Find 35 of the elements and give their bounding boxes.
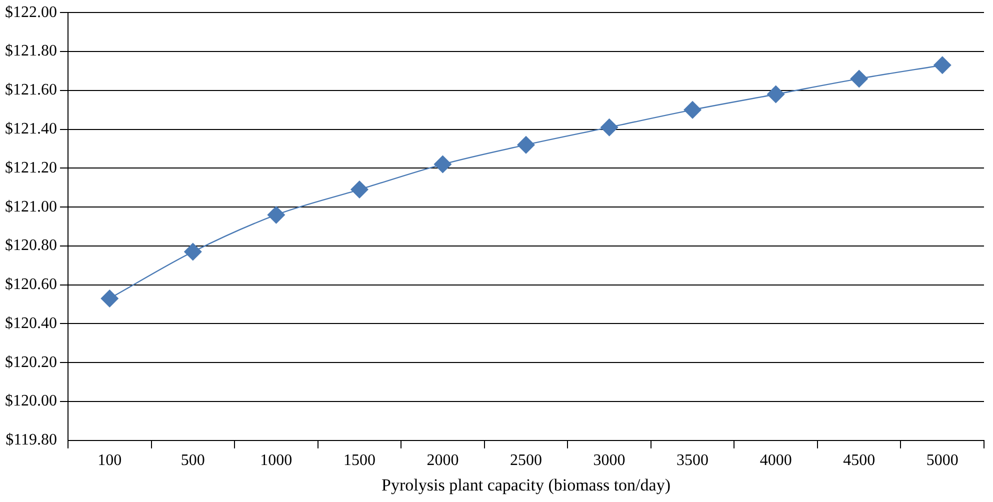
x-tick-label: 5000: [926, 452, 958, 470]
point: [434, 155, 452, 174]
point: [267, 206, 286, 224]
x-tick-label: 2500: [510, 452, 542, 470]
point: [684, 100, 702, 119]
x-tick-label: 3500: [676, 452, 709, 470]
x-tick-label: 100: [98, 452, 122, 470]
y-tick-label: $120.00: [5, 392, 57, 410]
y-tick-label: $120.20: [5, 354, 57, 371]
y-tick-label: $119.80: [6, 432, 57, 449]
y-tick-label: $120.60: [5, 276, 57, 294]
point: [766, 85, 785, 104]
x-tick-label: 4500: [843, 452, 876, 470]
y-tick-label: $120.40: [5, 314, 57, 332]
point: [100, 289, 119, 308]
y-tick-label: $121.60: [5, 82, 57, 99]
y-tick-label: $122.00: [5, 4, 57, 21]
y-tick-label: $120.80: [5, 237, 57, 254]
x-tick-label: 1000: [260, 452, 292, 470]
point: [600, 118, 618, 136]
y-tick-label: $121.00: [5, 198, 57, 216]
x-tick-label: 2000: [426, 452, 459, 470]
y-tick-label: $121.20: [5, 159, 57, 176]
x-tick-label: 1500: [343, 452, 376, 470]
point: [517, 136, 535, 154]
point: [184, 242, 202, 261]
x-tick-label: 4000: [760, 452, 792, 470]
y-tick-label: $121.40: [5, 120, 57, 138]
point: [850, 70, 868, 88]
x-axis-title: Pyrolysis plant capacity (biomass ton/day): [382, 475, 670, 494]
x-tick-label: 500: [180, 452, 205, 470]
x-tick-label: 3000: [593, 452, 626, 470]
point: [933, 56, 952, 74]
point: [350, 180, 368, 199]
y-tick-label: $121.80: [5, 42, 57, 60]
